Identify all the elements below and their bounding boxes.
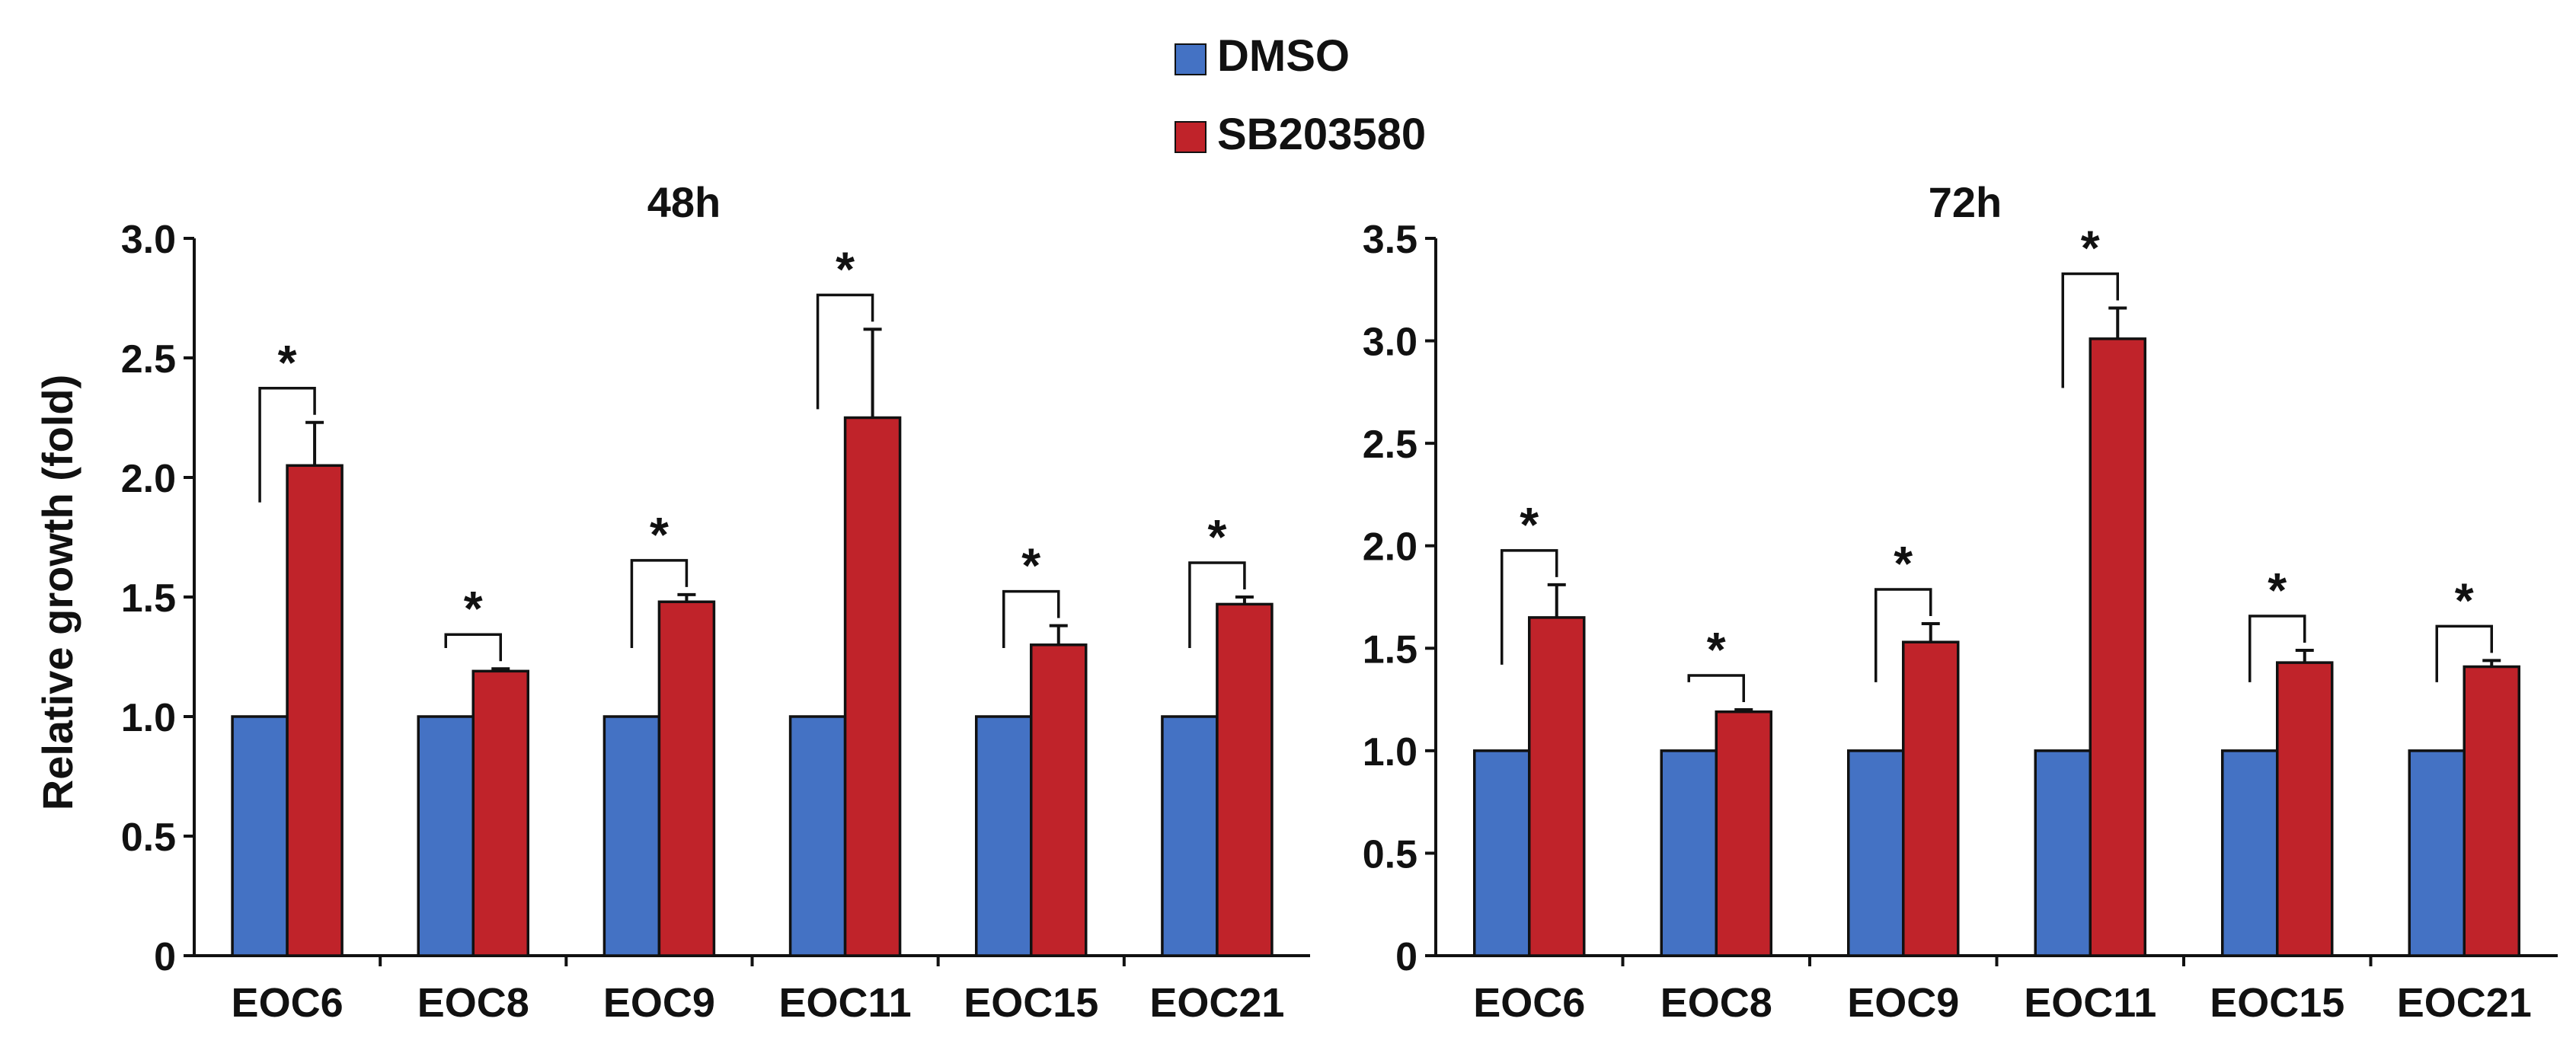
y-tick-label: 3.5: [1363, 218, 1417, 262]
y-tick-label: 1.5: [121, 576, 176, 621]
significance-bracket: [258, 387, 316, 503]
bar-sb203580-eoc8: [471, 669, 529, 957]
y-tick-label: 2.5: [1363, 423, 1417, 467]
bar-dmso-eoc6: [1473, 749, 1531, 957]
bar-dmso-eoc9: [602, 715, 661, 957]
bar-dmso-eoc21: [1161, 715, 1219, 957]
panel-title-48h: 48h: [647, 178, 721, 226]
bar-sb203580-eoc9: [657, 600, 716, 957]
bar-dmso-eoc21: [2408, 749, 2466, 957]
significance-bracket: [1687, 674, 1745, 703]
y-tick-label: 1.0: [121, 696, 176, 740]
significance-bracket: [444, 633, 502, 662]
significance-star: *: [1894, 536, 1913, 591]
significance-star: *: [2081, 221, 2100, 276]
x-tick-label-eoc15: EOC15: [964, 980, 1098, 1026]
legend-label-sb203580: SB203580: [1217, 110, 1426, 159]
significance-bracket: [1501, 549, 1558, 665]
bar-dmso-eoc15: [975, 715, 1033, 957]
bar-sb203580-eoc6: [1528, 616, 1586, 957]
x-tick-label-eoc11: EOC11: [2024, 980, 2156, 1026]
panel-72h: 72h 0 0.5 1.0 1.5 2.0 2.5 3.0 3.5 * EOC6 * EOC8 * EOC…: [1363, 178, 2558, 1026]
legend-swatch-sb203580: [1175, 121, 1207, 153]
significance-star: *: [836, 241, 855, 296]
bar-sb203580-eoc11: [843, 416, 902, 957]
significance-bracket: [2248, 615, 2306, 682]
significance-star: *: [278, 335, 297, 390]
bar-dmso-eoc6: [231, 715, 289, 957]
significance-star: *: [1207, 509, 1226, 564]
bar-dmso-eoc11: [2034, 749, 2092, 957]
significance-bracket: [1874, 588, 1932, 682]
x-tick-label-eoc21: EOC21: [2397, 980, 2532, 1026]
y-tick-label: 3.0: [1363, 321, 1417, 365]
x-tick-label-eoc9: EOC9: [603, 980, 715, 1026]
y-tick-label: 0: [1395, 935, 1417, 979]
y-tick-label: 0.5: [121, 816, 176, 860]
legend-label-dmso: DMSO: [1217, 31, 1350, 81]
bar-sb203580-eoc8: [1715, 710, 1772, 957]
x-tick-label-eoc8: EOC8: [417, 980, 529, 1026]
significance-bracket: [1188, 561, 1246, 648]
x-tick-label-eoc6: EOC6: [1473, 980, 1585, 1026]
bar-dmso-eoc11: [788, 715, 847, 957]
bar-dmso-eoc8: [417, 715, 475, 957]
bar-sb203580-eoc15: [1030, 643, 1088, 957]
bar-dmso-eoc9: [1847, 749, 1905, 957]
x-tick-label-eoc11: EOC11: [779, 980, 912, 1026]
significance-bracket: [2435, 624, 2493, 682]
y-tick-label: 1.5: [1363, 627, 1417, 672]
significance-star: *: [1520, 497, 1539, 552]
y-axis-label: Relative growth (fold): [34, 375, 81, 810]
legend: DMSO SB203580: [1175, 31, 1426, 159]
bar-sb203580-eoc9: [1902, 640, 1960, 957]
significance-star: *: [464, 581, 483, 636]
bar-sb203580-eoc21: [2463, 665, 2520, 957]
bar-sb203580-eoc6: [286, 464, 344, 957]
significance-bracket: [2061, 272, 2119, 388]
significance-star: *: [1021, 538, 1040, 593]
bar-sb203580-eoc11: [2089, 337, 2146, 957]
significance-bracket: [1002, 589, 1060, 648]
significance-bracket: [630, 559, 689, 648]
significance-bracket: [816, 293, 874, 410]
significance-star: *: [2268, 563, 2287, 618]
panel-title-72h: 72h: [1929, 178, 2002, 226]
legend-swatch-dmso: [1175, 43, 1207, 75]
bar-dmso-eoc15: [2221, 749, 2279, 957]
x-tick-label-eoc9: EOC9: [1847, 980, 1959, 1026]
panel-48h: 48h 0 0.5 1.0 1.5 2.0 2.5 3.0 * EOC6 * EOC8 * EOC9 * E…: [121, 178, 1310, 1026]
y-tick-label: 2.5: [121, 337, 176, 382]
y-tick-label: 3.0: [121, 218, 176, 262]
significance-star: *: [2455, 573, 2474, 627]
bar-sb203580-eoc21: [1216, 602, 1274, 957]
bar-sb203580-eoc15: [2276, 661, 2334, 957]
significance-star: *: [650, 507, 669, 562]
bar-dmso-eoc8: [1660, 749, 1718, 957]
x-tick-label-eoc21: EOC21: [1149, 980, 1284, 1026]
x-tick-label-eoc15: EOC15: [2210, 980, 2344, 1026]
significance-star: *: [1707, 622, 1726, 677]
y-tick-label: 2.0: [121, 457, 176, 501]
y-tick-label: 1.0: [1363, 730, 1417, 774]
y-tick-label: 0.5: [1363, 832, 1417, 876]
x-tick-label-eoc8: EOC8: [1660, 980, 1772, 1026]
y-tick-label: 2.0: [1363, 525, 1417, 570]
x-tick-label-eoc6: EOC6: [232, 980, 344, 1026]
y-tick-label: 0: [154, 935, 176, 979]
